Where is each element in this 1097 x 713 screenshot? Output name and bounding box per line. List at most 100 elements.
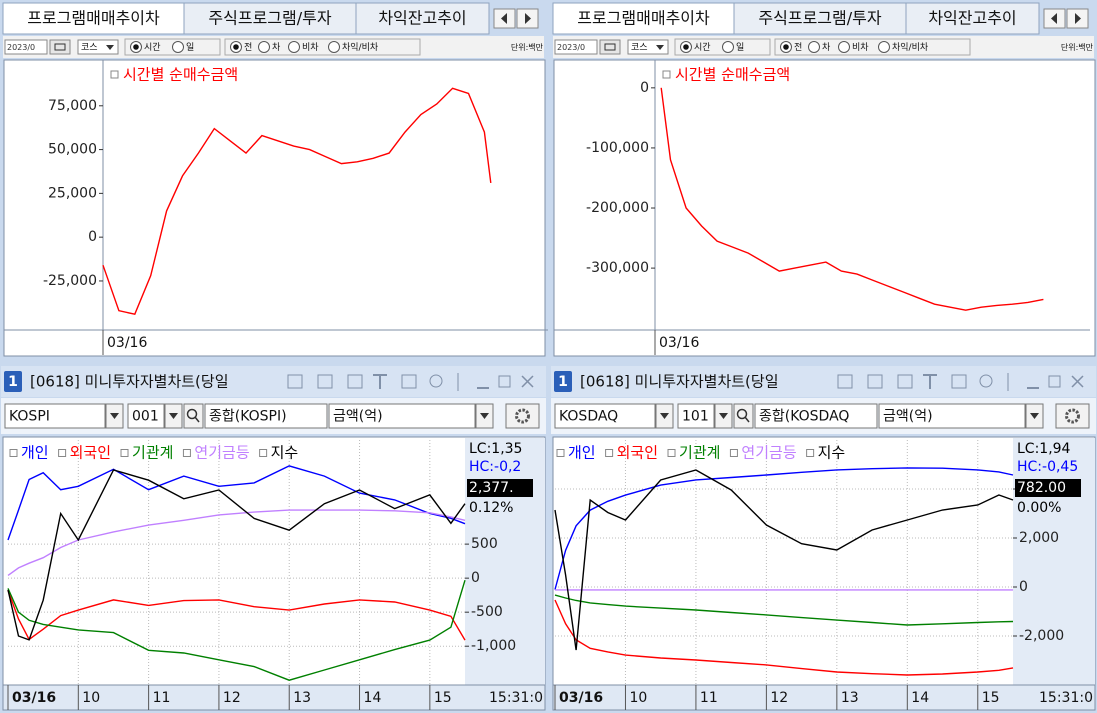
search-button[interactable] — [733, 403, 754, 429]
series-line — [7, 465, 466, 541]
legend-marker — [182, 449, 191, 457]
date-box[interactable] — [554, 39, 598, 55]
input-box[interactable] — [677, 403, 715, 429]
radio-group — [124, 38, 221, 56]
x-tick-label: 15 — [982, 690, 1000, 706]
unit-text: 단위:백만 — [1061, 42, 1094, 52]
y-tick-label: -1,000 — [471, 638, 516, 654]
x-tick-label: 13 — [293, 690, 311, 706]
radio-label: 비차 — [852, 41, 869, 53]
radio-button[interactable] — [722, 41, 734, 53]
y-tick-label: 500 — [471, 536, 498, 552]
title-icon[interactable] — [401, 374, 417, 389]
tab[interactable] — [355, 2, 490, 35]
y-tick-label: -300,000 — [586, 260, 649, 276]
y-tick-label: 0 — [1019, 579, 1028, 595]
calendar-button[interactable] — [599, 39, 621, 55]
radio-button[interactable] — [258, 41, 270, 53]
radio-label: 전 — [794, 42, 802, 53]
tab[interactable] — [733, 2, 907, 35]
title-icon[interactable] — [837, 374, 853, 389]
legend-label: 연기금등 — [194, 444, 249, 462]
legend-label: 지수 — [818, 444, 846, 462]
x-tick-label: 10 — [629, 690, 647, 706]
arrow-icon — [525, 13, 531, 24]
dropdown-arrow — [656, 45, 664, 50]
annotation: 782.00 — [1017, 480, 1066, 496]
tab-label: 차익잔고추이 — [928, 9, 1016, 28]
title-marker — [110, 70, 119, 79]
dropdown-arrow — [719, 413, 728, 419]
radio-label: 일 — [736, 42, 744, 53]
date-text: 2023/0 — [557, 43, 585, 52]
close-button[interactable] — [521, 375, 534, 388]
title-bar — [1, 366, 546, 397]
title-icon[interactable] — [867, 374, 883, 389]
maximize-button[interactable] — [498, 375, 511, 388]
calendar-button[interactable] — [49, 39, 71, 55]
radio-button[interactable] — [838, 41, 850, 53]
market-box[interactable] — [77, 39, 119, 55]
input-box[interactable] — [4, 403, 106, 429]
annotation: HC:-0,2 — [469, 459, 521, 475]
market-text: 코스 — [81, 42, 98, 53]
help-icon[interactable] — [429, 374, 443, 388]
title-icon[interactable] — [287, 374, 303, 389]
search-button[interactable] — [183, 403, 204, 429]
radio-button[interactable] — [172, 41, 184, 53]
market-box[interactable] — [627, 39, 669, 55]
input-box[interactable] — [878, 403, 1026, 429]
legend-marker — [259, 449, 268, 457]
tab[interactable] — [2, 2, 185, 35]
settings-button[interactable] — [1055, 403, 1090, 429]
chart-frame — [3, 59, 546, 357]
legend-label: 개인 — [568, 444, 596, 462]
legend-marker — [729, 449, 738, 457]
clock-text: 15:31:0 — [489, 690, 543, 706]
input-box[interactable] — [204, 403, 328, 429]
title-icon[interactable] — [897, 374, 913, 389]
title-bar — [551, 366, 1096, 397]
y-tick-label: 0 — [471, 570, 480, 586]
search-icon — [186, 408, 198, 420]
radio-label: 전 — [244, 42, 252, 53]
annotation: LC:1,94 — [1017, 441, 1071, 457]
radio-button[interactable] — [878, 41, 890, 53]
legend-label: 기관계 — [132, 444, 173, 462]
help-icon[interactable] — [979, 374, 993, 388]
maximize-button[interactable] — [1048, 375, 1061, 388]
value-box — [467, 479, 533, 497]
title-icon[interactable] — [347, 374, 363, 389]
radio-label: 차 — [822, 41, 831, 53]
series-line — [554, 469, 1014, 651]
annotation: 0.00% — [1017, 500, 1061, 516]
radio-dot — [683, 44, 689, 50]
input-box[interactable] — [127, 403, 165, 429]
chart-frame — [2, 436, 546, 711]
input-box[interactable] — [554, 403, 656, 429]
y-tick-label: 2,000 — [1019, 530, 1059, 546]
radio-button[interactable] — [288, 41, 300, 53]
x-tick-label: 11 — [700, 690, 718, 706]
settings-button[interactable] — [505, 403, 540, 429]
input-box[interactable] — [754, 403, 878, 429]
gear-icon — [1065, 408, 1080, 424]
date-box[interactable] — [4, 39, 48, 55]
y-tick-label: 75,000 — [48, 98, 97, 114]
tab-label: 주식프로그램/투자 — [208, 9, 331, 28]
x-tick-label: 03/16 — [12, 690, 56, 706]
title-icon[interactable] — [317, 374, 333, 389]
radio-dot — [133, 44, 139, 50]
title-icon[interactable] — [951, 374, 967, 389]
radio-button[interactable] — [808, 41, 820, 53]
y-tick-label: 25,000 — [48, 185, 97, 201]
radio-button[interactable] — [328, 41, 340, 53]
tab[interactable] — [905, 2, 1040, 35]
value-box — [1015, 479, 1081, 497]
close-button[interactable] — [1071, 375, 1084, 388]
series-line — [7, 469, 466, 641]
tab[interactable] — [552, 2, 735, 35]
radio-dot — [233, 44, 239, 50]
input-box[interactable] — [328, 403, 476, 429]
